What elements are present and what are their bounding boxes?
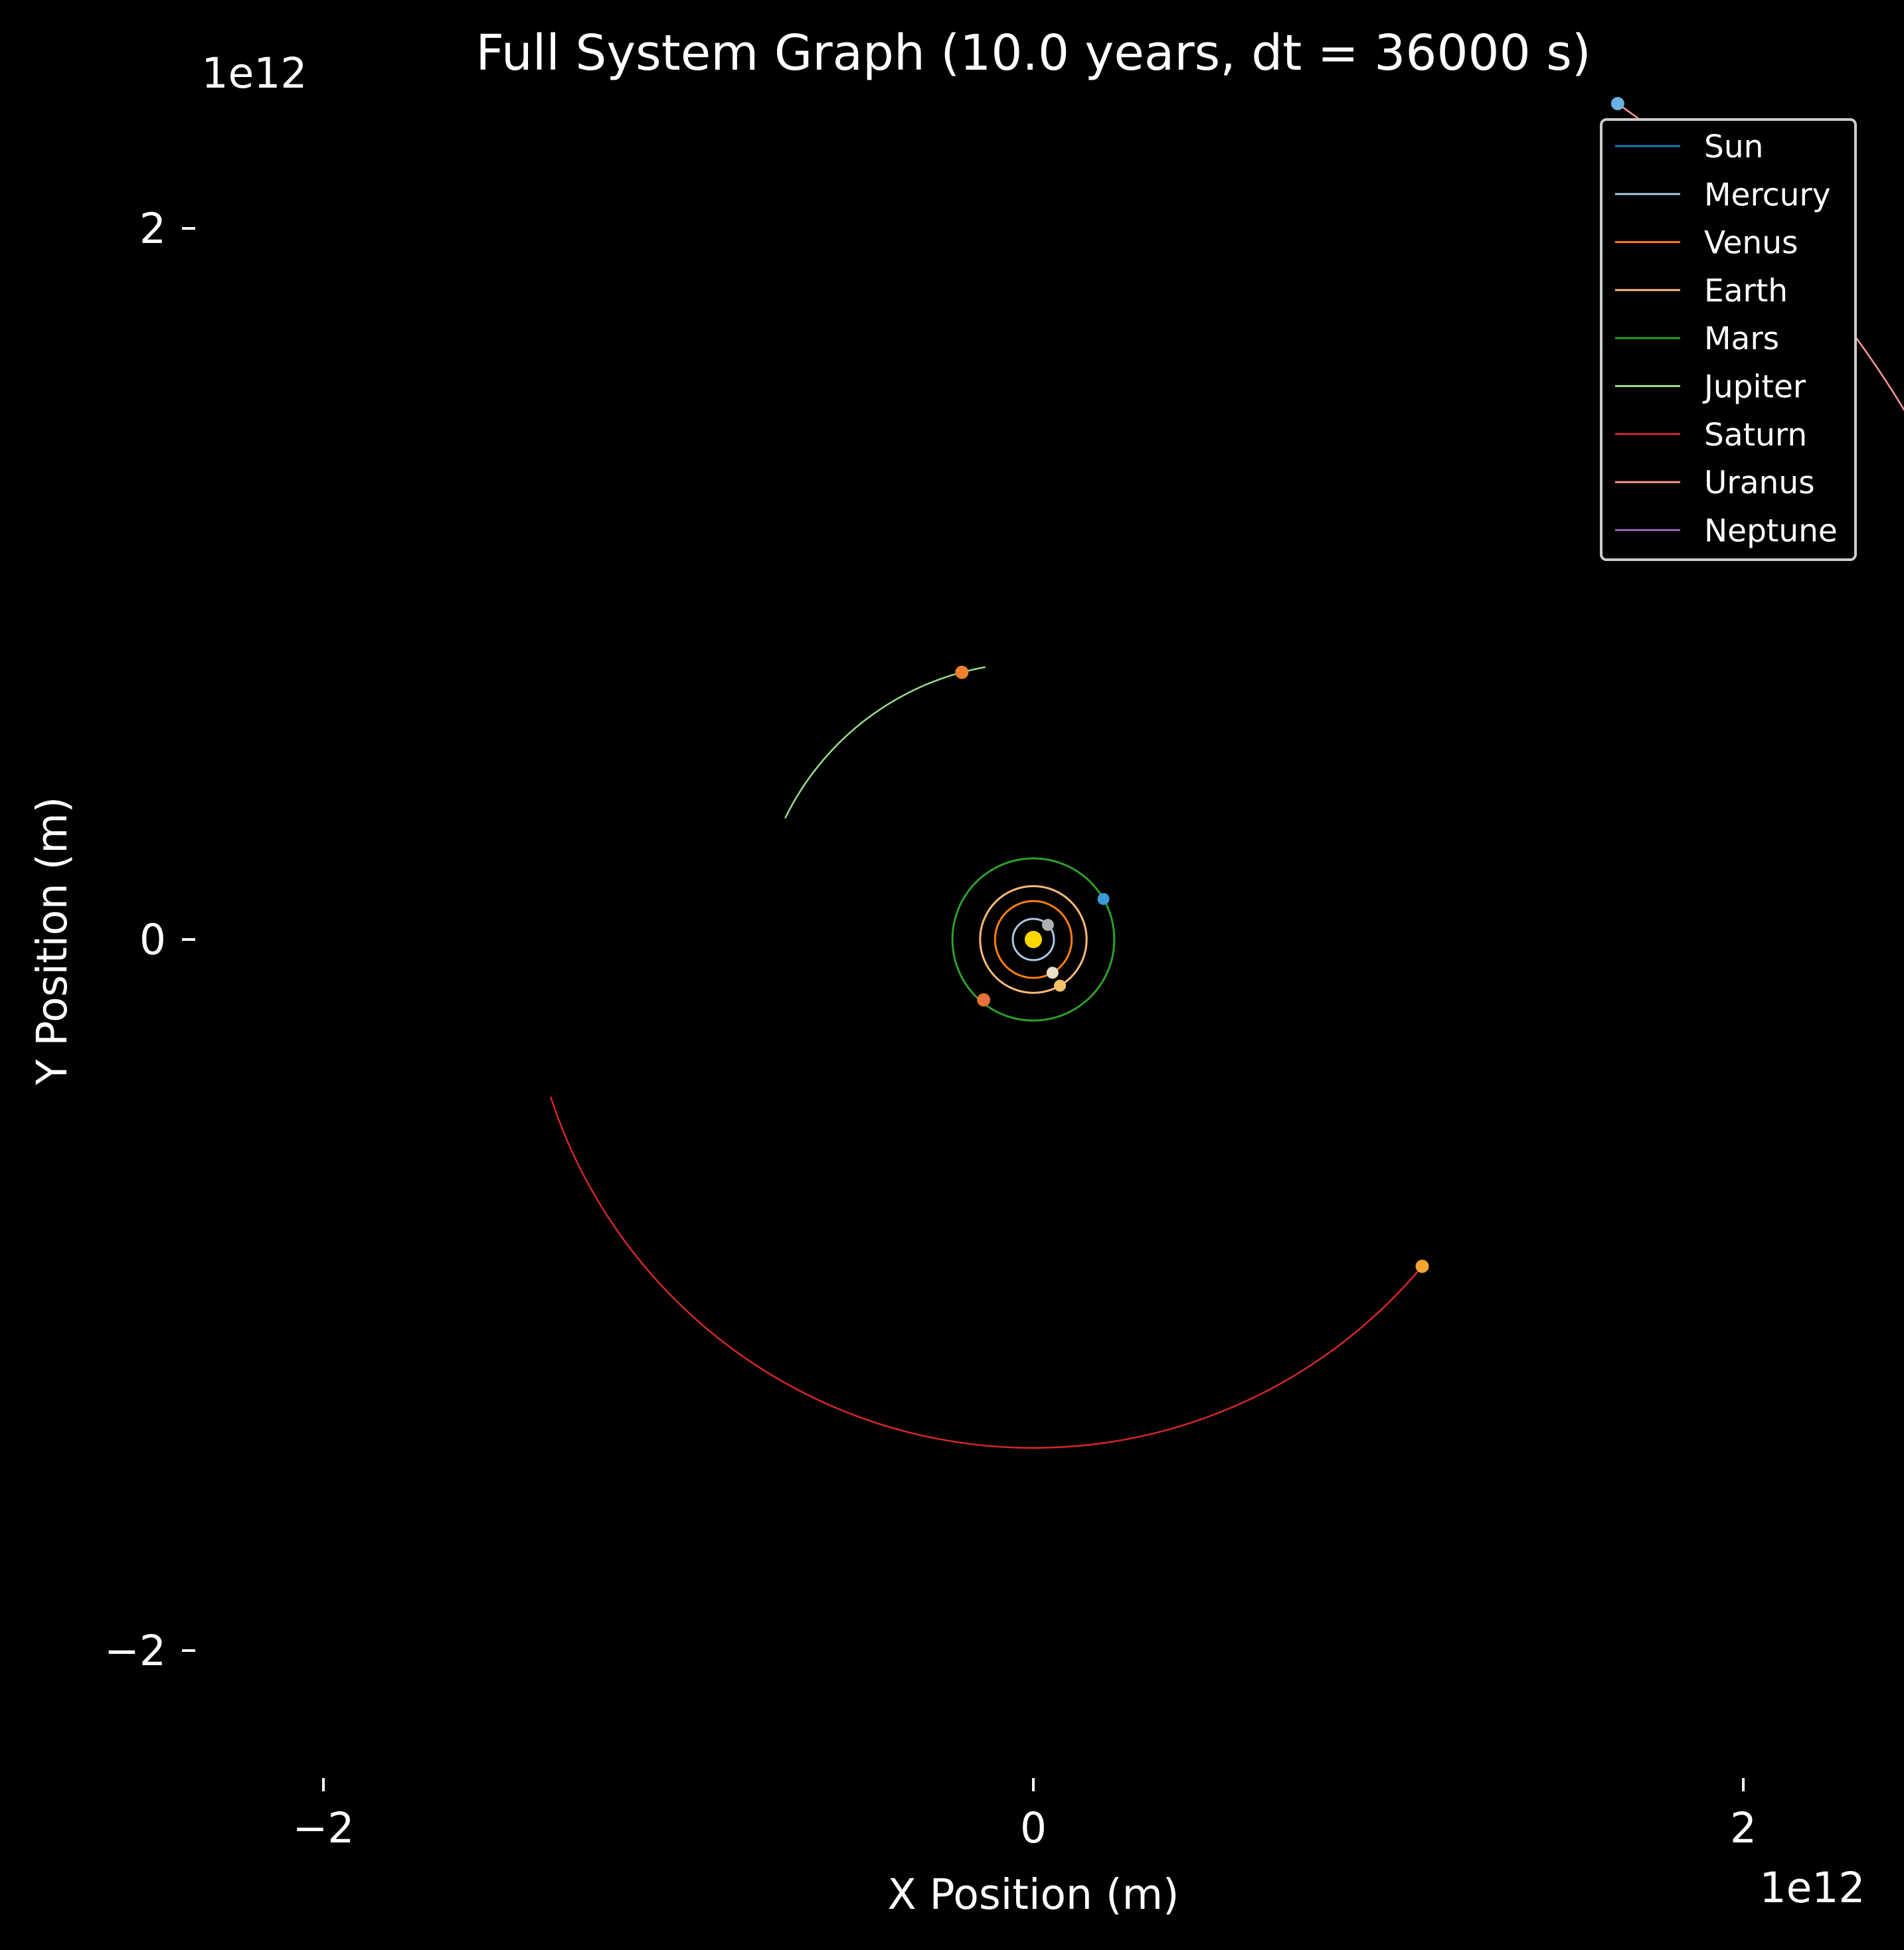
jupiter-marker <box>955 665 969 679</box>
y-axis-ticks: −4−2024 <box>104 204 195 1675</box>
mercury-marker <box>1041 919 1054 932</box>
legend-label-uranus: Uranus <box>1704 465 1815 501</box>
y-axis-label: Y Position (m) <box>28 797 76 1086</box>
legend-label-jupiter: Jupiter <box>1702 369 1806 406</box>
legend-frame <box>1600 118 1857 561</box>
chart-title: Full System Graph (10.0 years, dt = 3600… <box>476 25 1591 82</box>
mars-marker <box>1097 892 1110 905</box>
y-tick-label: 0 <box>139 916 166 964</box>
body-markers <box>955 97 1624 1273</box>
legend-items: Sun Mercury Venus Earth Mars Jupiter Saturn Ura… <box>1615 129 1838 549</box>
legend-label-mercury: Mercury <box>1704 177 1831 213</box>
y-tick-label: 2 <box>139 204 166 253</box>
x-axis-ticks: −4−2024 <box>293 1778 1757 1852</box>
x-tick-label: 0 <box>1020 1804 1047 1852</box>
x-tick-label: 2 <box>1730 1804 1757 1852</box>
mars-orbit <box>951 857 1116 1022</box>
legend-label-neptune: Neptune <box>1704 513 1838 549</box>
saturn-marker <box>1415 1259 1429 1273</box>
legend-label-sun: Sun <box>1704 129 1763 165</box>
body-marker <box>977 993 991 1007</box>
legend: Sun Mercury Venus Earth Mars Jupiter Saturn Ura… <box>1600 118 1857 561</box>
venus-marker <box>1046 967 1059 979</box>
legend-label-mars: Mars <box>1704 321 1779 357</box>
saturn-orbit <box>549 1096 1423 1449</box>
x-axis-label: X Position (m) <box>887 1870 1179 1919</box>
venus-orbit <box>994 900 1073 979</box>
earth-marker <box>1054 979 1067 992</box>
mercury-orbit <box>1011 918 1055 961</box>
jupiter-orbit <box>784 666 986 819</box>
legend-label-earth: Earth <box>1704 273 1788 309</box>
x-tick-label: −2 <box>293 1804 355 1852</box>
sun-marker <box>1025 931 1042 948</box>
y-tick-label: −2 <box>104 1627 166 1675</box>
legend-label-saturn: Saturn <box>1704 417 1807 453</box>
earth-orbit <box>979 885 1088 994</box>
y-offset-label: 1e12 <box>201 49 307 98</box>
uranus-marker <box>1610 97 1624 111</box>
legend-label-venus: Venus <box>1704 225 1798 262</box>
x-offset-label: 1e12 <box>1759 1864 1865 1912</box>
